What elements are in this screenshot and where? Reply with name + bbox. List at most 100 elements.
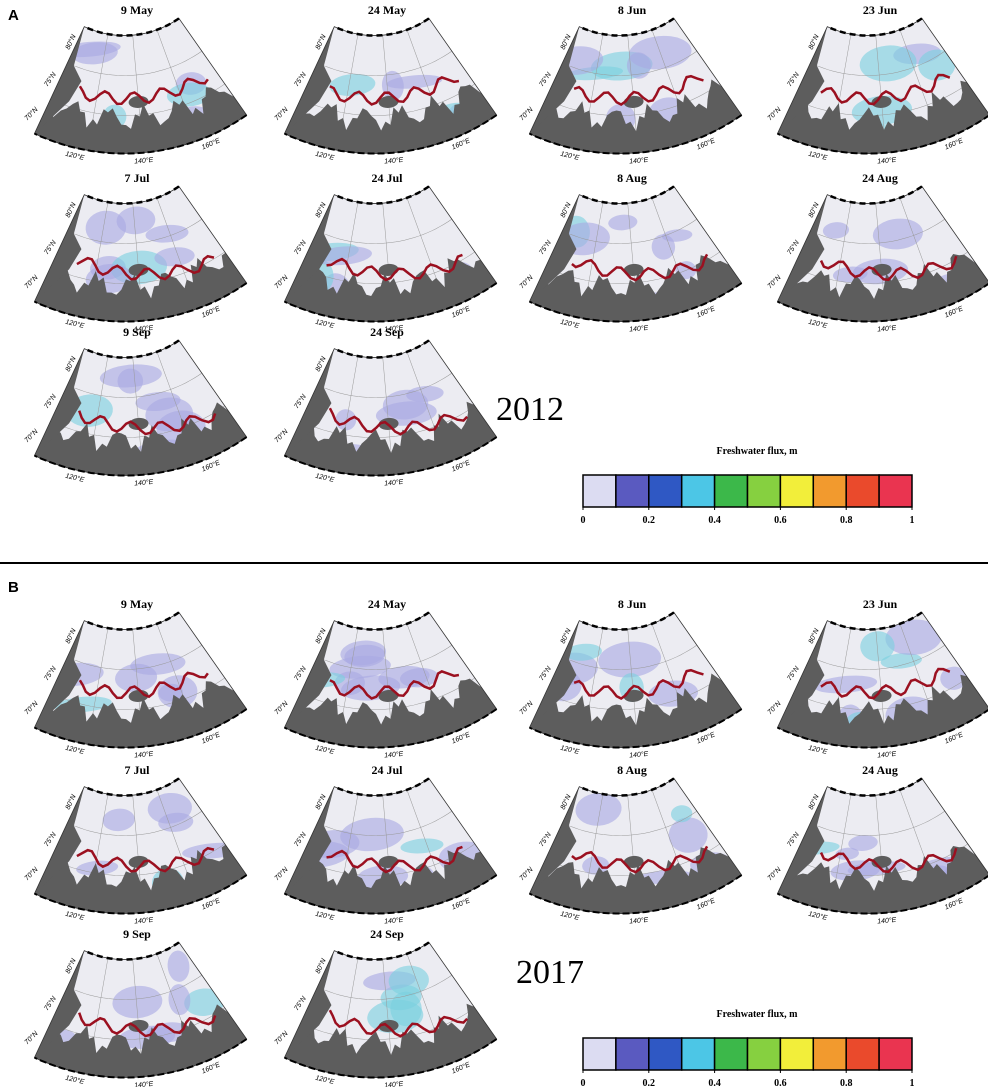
map: 80°N75°N70°N120°E140°E160°E xyxy=(759,773,988,935)
map-date: 24 May xyxy=(368,597,406,611)
lon-label: 120°E xyxy=(65,1074,86,1086)
lat-label: 70°N xyxy=(23,427,40,444)
lat-label: 75°N xyxy=(42,238,58,256)
lon-label: 120°E xyxy=(560,744,581,756)
lon-label: 160°E xyxy=(200,1060,221,1075)
lon-label: 140°E xyxy=(134,750,154,760)
lat-label: 75°N xyxy=(537,70,553,88)
colorbar-tick-label: 0.8 xyxy=(840,515,853,526)
lat-label: 70°N xyxy=(518,105,535,122)
map-date: 7 Jul xyxy=(124,171,150,185)
lon-label: 160°E xyxy=(695,896,716,911)
colorbar-cell xyxy=(682,1038,715,1070)
lat-label: 75°N xyxy=(292,392,308,410)
lon-label: 140°E xyxy=(384,156,404,166)
lon-label: 140°E xyxy=(384,478,404,488)
lat-label: 75°N xyxy=(785,238,801,256)
map-date: 24 Aug xyxy=(862,171,898,185)
colorbar-title: Freshwater flux, m xyxy=(716,1009,798,1020)
colorbar-cell xyxy=(583,1038,616,1070)
map: 80°N75°N70°N120°E140°E160°E xyxy=(759,13,988,175)
lon-label: 160°E xyxy=(695,304,716,319)
lon-label: 160°E xyxy=(200,730,221,745)
colorbar-cell xyxy=(748,475,781,507)
lat-label: 75°N xyxy=(292,994,308,1012)
lat-label: 70°N xyxy=(518,273,535,290)
lon-label: 120°E xyxy=(315,472,336,484)
lon-label: 140°E xyxy=(134,156,154,166)
lat-label: 70°N xyxy=(23,105,40,122)
map-date: 8 Aug xyxy=(617,171,647,185)
lat-label: 75°N xyxy=(42,830,58,848)
colorbar-cell xyxy=(879,1038,912,1070)
lat-label: 75°N xyxy=(42,994,58,1012)
lon-label: 160°E xyxy=(450,458,471,473)
lon-label: 160°E xyxy=(200,304,221,319)
lat-label: 75°N xyxy=(785,70,801,88)
colorbar-cell xyxy=(813,475,846,507)
lon-label: 140°E xyxy=(629,750,649,760)
map: 80°N75°N70°N120°E140°E160°E xyxy=(266,773,502,935)
lon-label: 120°E xyxy=(65,744,86,756)
lat-label: 70°N xyxy=(273,273,290,290)
lon-label: 140°E xyxy=(384,750,404,760)
colorbar-cell xyxy=(715,1038,748,1070)
lon-label: 140°E xyxy=(384,916,404,926)
lon-label: 120°E xyxy=(315,1074,336,1086)
lon-label: 120°E xyxy=(560,910,581,922)
lat-label: 75°N xyxy=(537,238,553,256)
year: 2017 xyxy=(516,954,584,991)
panel-label: B xyxy=(8,579,19,596)
map-date: 24 Jul xyxy=(371,763,403,777)
lon-label: 120°E xyxy=(808,318,829,330)
colorbar-cell xyxy=(583,475,616,507)
lon-label: 160°E xyxy=(695,730,716,745)
lon-label: 120°E xyxy=(808,744,829,756)
lat-label: 75°N xyxy=(785,664,801,682)
lon-label: 120°E xyxy=(315,318,336,330)
lon-label: 140°E xyxy=(629,324,649,334)
colorbar-cell xyxy=(780,475,813,507)
lat-label: 75°N xyxy=(292,238,308,256)
lon-label: 160°E xyxy=(943,896,964,911)
map-date: 24 Jul xyxy=(371,171,403,185)
lon-label: 160°E xyxy=(450,1060,471,1075)
colorbar-cell xyxy=(649,475,682,507)
lon-label: 160°E xyxy=(943,304,964,319)
lon-label: 140°E xyxy=(134,478,154,488)
colorbar-tick-label: 0.2 xyxy=(643,515,656,526)
colorbar-cell xyxy=(682,475,715,507)
map: 80°N75°N70°N120°E140°E160°E xyxy=(16,335,252,497)
lon-label: 120°E xyxy=(560,318,581,330)
lat-label: 70°N xyxy=(273,699,290,716)
colorbar-tick-label: 0 xyxy=(581,1078,586,1087)
lat-label: 75°N xyxy=(42,392,58,410)
lat-label: 75°N xyxy=(42,70,58,88)
map-date: 24 Aug xyxy=(862,763,898,777)
lon-label: 120°E xyxy=(808,910,829,922)
map: 80°N75°N70°N120°E140°E160°E xyxy=(511,13,747,175)
lon-label: 160°E xyxy=(200,458,221,473)
map: 80°N75°N70°N120°E140°E160°E xyxy=(511,181,747,343)
lat-label: 70°N xyxy=(518,865,535,882)
colorbar-cell xyxy=(813,1038,846,1070)
map: 80°N75°N70°N120°E140°E160°E xyxy=(16,937,252,1087)
map: 80°N75°N70°N120°E140°E160°E xyxy=(759,181,988,343)
lon-label: 140°E xyxy=(877,916,897,926)
map-date: 24 May xyxy=(368,3,406,17)
map-date: 9 Sep xyxy=(123,325,151,339)
colorbar-tick-label: 0.4 xyxy=(708,515,721,526)
colorbar-tick-label: 1 xyxy=(910,515,915,526)
lon-label: 160°E xyxy=(200,136,221,151)
map: 80°N75°N70°N120°E140°E160°E xyxy=(16,181,252,343)
lat-label: 70°N xyxy=(766,273,783,290)
lon-label: 140°E xyxy=(134,1080,154,1087)
map-date: 23 Jun xyxy=(863,3,898,17)
lon-label: 140°E xyxy=(629,916,649,926)
lon-label: 120°E xyxy=(65,910,86,922)
lon-label: 140°E xyxy=(877,156,897,166)
map: 80°N75°N70°N120°E140°E160°E xyxy=(266,181,502,343)
lon-label: 140°E xyxy=(877,750,897,760)
